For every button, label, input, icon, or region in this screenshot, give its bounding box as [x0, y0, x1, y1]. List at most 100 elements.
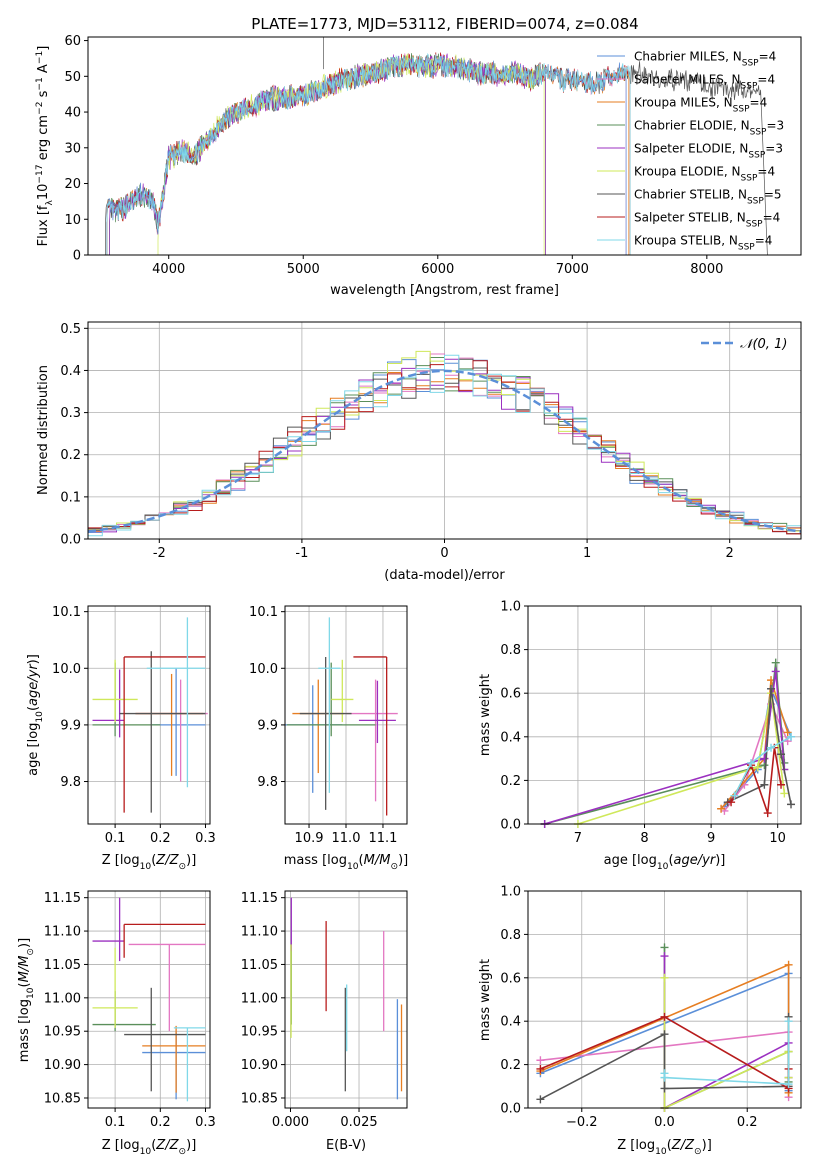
- legend-label: Kroupa ELODIE, NSSP=4: [634, 165, 775, 184]
- mass-weight-vs-Z-xlabel: Z [log10(Z/Z⊙)]: [617, 1138, 712, 1157]
- weight-marker: [660, 973, 669, 982]
- histogram-step: [88, 354, 801, 537]
- x-tick-label: 11.1: [368, 831, 397, 846]
- y-tick-label: 1.0: [500, 600, 521, 615]
- legend-label-gaussian: 𝒩(0, 1): [740, 337, 787, 352]
- x-tick-label: −0.2: [566, 1115, 598, 1130]
- mass-vs-EBV-frame: [284, 890, 408, 1109]
- weight-marker: [787, 732, 796, 741]
- y-tick-label: 0.3: [60, 406, 81, 421]
- weight-marker: [747, 758, 756, 767]
- legend-label: Kroupa MILES, NSSP=4: [634, 96, 767, 115]
- y-tick-label: 40: [64, 106, 81, 121]
- x-tick-label: 10.9: [295, 831, 324, 846]
- x-tick-label: -1: [295, 546, 308, 561]
- weight-marker: [777, 750, 786, 759]
- x-tick-label: 7: [574, 831, 582, 846]
- gaussian-curve: [88, 369, 801, 533]
- weight-marker: [660, 943, 669, 952]
- weight-marker: [763, 809, 772, 818]
- x-tick-label: 0.1: [105, 1115, 126, 1130]
- age-vs-Z-frame: [87, 605, 211, 825]
- weight-marker: [767, 743, 776, 752]
- weight-marker: [730, 791, 739, 800]
- y-tick-label: 0.5: [60, 322, 81, 337]
- mass-weight-vs-age-axes: 7 8 9 10 0.0 0.2 0.4 0.6 0.8 1.0: [500, 600, 801, 846]
- residual-histogram-frame: [87, 321, 802, 540]
- x-tick-label: 7000: [556, 262, 589, 277]
- x-tick-label: 2: [726, 546, 734, 561]
- y-tick-label: 11.10: [241, 925, 278, 940]
- weight-marker: [784, 960, 793, 969]
- y-tick-label: 11.00: [241, 991, 278, 1006]
- y-tick-label: 0.0: [60, 533, 81, 548]
- spectrum-line-kroupa-stelib: [106, 52, 631, 255]
- weight-marker: [784, 1080, 793, 1089]
- weight-marker: [536, 1095, 545, 1104]
- weight-line: [663, 956, 790, 1108]
- y-tick-label: 11.05: [241, 958, 278, 973]
- x-tick-label: 0.2: [150, 1115, 171, 1130]
- y-tick-label: 11.10: [44, 925, 81, 940]
- weight-marker: [784, 1017, 793, 1026]
- spectrum-xlabel: wavelength [Angstrom, rest frame]: [330, 283, 559, 298]
- weight-marker: [536, 1056, 545, 1065]
- spectrum-frame: [87, 36, 802, 256]
- x-tick-label: 0.3: [195, 831, 216, 846]
- spectrum-line-kroupa-elodie: [157, 53, 545, 255]
- y-tick-label: 20: [64, 177, 81, 192]
- weight-marker: [780, 789, 789, 798]
- x-tick-label: -2: [153, 546, 166, 561]
- age-vs-Z-axes: 0.1 0.2 0.3 9.8 9.9 10.0 10.1: [52, 605, 216, 846]
- y-tick-label: 0.2: [500, 774, 521, 789]
- weight-marker: [760, 780, 769, 789]
- x-tick-label: 8: [640, 831, 648, 846]
- weight-line: [544, 671, 786, 824]
- x-tick-label: 0.2: [150, 831, 171, 846]
- x-tick-label: 10: [769, 831, 786, 846]
- x-tick-label: 0.3: [195, 1115, 216, 1130]
- mass-weight-vs-Z-axes: −0.2 0.0 0.2 0.0 0.2 0.4 0.6 0.8 1.0: [500, 885, 801, 1130]
- weight-marker: [777, 780, 786, 789]
- spectrum-axes: 4000 5000 6000 7000 8000 0 10 20 30 40 50 60: [64, 34, 768, 277]
- y-tick-label: 10: [64, 213, 81, 228]
- weight-marker: [717, 804, 726, 813]
- weight-marker: [753, 763, 762, 772]
- mass-vs-Z-ylabel: mass [log10(M/M⊙)]: [17, 938, 36, 1062]
- y-tick-label: 0.6: [500, 971, 521, 986]
- x-tick-label: 9: [707, 831, 715, 846]
- x-tick-label: 0: [440, 546, 448, 561]
- weight-marker: [660, 1030, 669, 1039]
- y-tick-label: 0.1: [60, 490, 81, 505]
- age-vs-mass-frame: [284, 605, 408, 825]
- x-tick-label: 0.0: [654, 1115, 675, 1130]
- y-tick-label: 10.85: [241, 1091, 278, 1106]
- mass-weight-vs-age-ylabel: mass weight: [478, 674, 493, 756]
- legend-label: Salpeter MILES, NSSP=4: [634, 73, 775, 92]
- weight-marker: [783, 728, 792, 737]
- x-tick-label: 6000: [421, 262, 454, 277]
- mass-weight-vs-Z-frame: [527, 890, 802, 1109]
- x-tick-label: 0.000: [272, 1115, 309, 1130]
- y-tick-label: 11.00: [44, 991, 81, 1006]
- y-tick-label: 9.9: [257, 718, 278, 733]
- y-tick-label: 0.2: [60, 448, 81, 463]
- age-vs-mass-xlabel: mass [log10(M/M⊙)]: [284, 853, 408, 872]
- y-tick-label: 11.15: [44, 891, 81, 906]
- weight-marker: [787, 800, 796, 809]
- mass-weight-vs-age-frame: [527, 605, 802, 825]
- weight-marker: [660, 1012, 669, 1021]
- weight-line: [733, 736, 792, 797]
- y-tick-label: 1.0: [500, 885, 521, 900]
- mass-vs-EBV-xlabel: E(B-V): [326, 1138, 366, 1153]
- weight-marker: [767, 684, 776, 693]
- legend-label: Chabrier ELODIE, NSSP=3: [634, 119, 784, 138]
- histogram-ylabel: Normed distribution: [36, 365, 51, 495]
- spectrum-ylabel: Flux [fλ10−17 erg cm−2 s−1 A−1]: [35, 46, 55, 247]
- figure-title: PLATE=1773, MJD=53112, FIBERID=0074, z=0…: [251, 15, 638, 33]
- y-tick-label: 0.8: [500, 928, 521, 943]
- weight-marker: [771, 667, 780, 676]
- weight-line: [723, 685, 792, 808]
- weight-marker: [660, 1073, 669, 1082]
